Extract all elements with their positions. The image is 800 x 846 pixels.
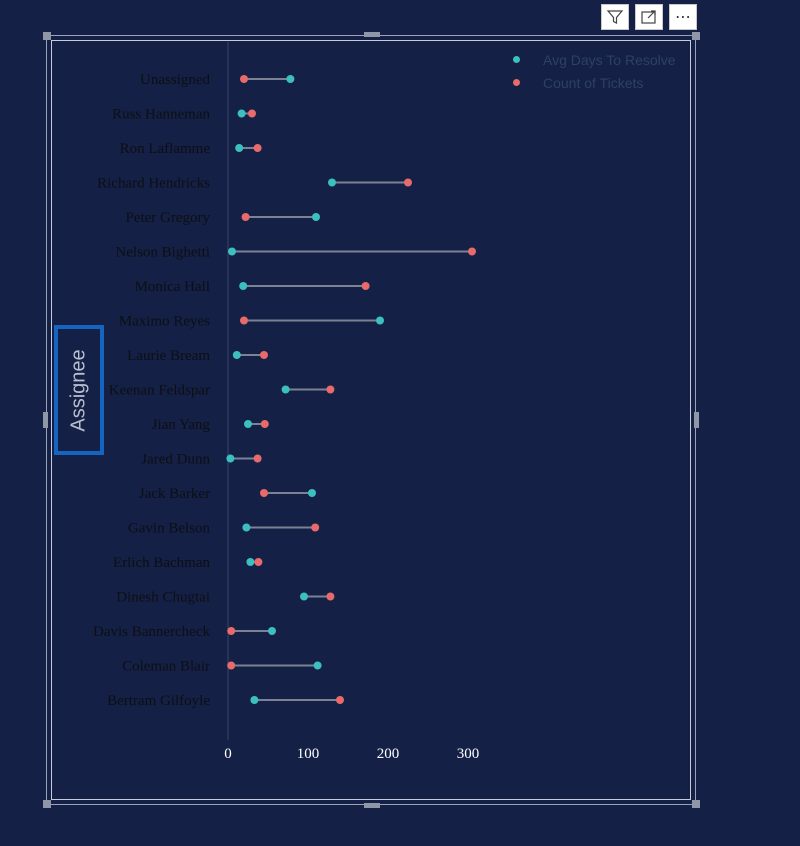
category-label-unassigned: Unassigned xyxy=(140,72,210,88)
more-options-icon: ⋯ xyxy=(675,7,691,26)
point-avg-days-ron-laflamme[interactable] xyxy=(235,144,244,152)
category-label-gavin-belson: Gavin Belson xyxy=(128,521,211,537)
point-count-tickets-jian-yang[interactable] xyxy=(260,420,269,428)
resize-handle-top-left[interactable] xyxy=(43,32,51,40)
point-count-tickets-nelson-bighetti[interactable] xyxy=(468,247,476,256)
category-label-monica-hall: Monica Hall xyxy=(135,279,210,295)
resize-handle-left[interactable] xyxy=(43,412,48,428)
point-avg-days-richard-hendricks[interactable] xyxy=(328,178,336,187)
resize-handle-bottom-right[interactable] xyxy=(692,800,700,808)
point-avg-days-keenan-feldspar[interactable] xyxy=(281,385,290,394)
point-avg-days-jared-dunn[interactable] xyxy=(226,454,235,463)
category-label-richard-hendricks: Richard Hendricks xyxy=(97,176,210,192)
category-label-jack-barker: Jack Barker xyxy=(139,486,210,502)
point-avg-days-jack-barker[interactable] xyxy=(308,489,316,497)
point-count-tickets-russ-hanneman[interactable] xyxy=(248,109,256,118)
category-label-peter-gregory: Peter Gregory xyxy=(125,210,210,226)
point-count-tickets-coleman-blair[interactable] xyxy=(227,661,236,670)
x-tick-labels: 0 100 200 300 xyxy=(224,746,479,762)
plot-area-border xyxy=(51,40,691,800)
category-label-nelson-bighetti: Nelson Bighetti xyxy=(115,245,210,261)
focus-mode-icon xyxy=(641,10,656,24)
x-tick-200: 200 xyxy=(377,746,400,762)
point-avg-days-dinesh-chugtai[interactable] xyxy=(300,592,308,601)
point-avg-days-peter-gregory[interactable] xyxy=(312,213,320,221)
legend-label-count-tickets: Count of Tickets xyxy=(543,74,644,91)
point-count-tickets-jared-dunn[interactable] xyxy=(253,454,262,463)
category-label-maximo-reyes: Maximo Reyes xyxy=(119,314,210,330)
point-avg-days-nelson-bighetti[interactable] xyxy=(228,247,236,256)
point-avg-days-erlich-bachman[interactable] xyxy=(246,558,255,566)
focus-mode-button[interactable] xyxy=(635,4,663,30)
legend-item-avg-days[interactable]: Avg Days To Resolve xyxy=(513,48,676,71)
point-avg-days-jian-yang[interactable] xyxy=(244,420,252,428)
data-points xyxy=(226,75,476,704)
filter-icon xyxy=(606,10,624,24)
x-tick-0: 0 xyxy=(224,746,232,762)
point-avg-days-davis-bannercheck[interactable] xyxy=(268,627,276,635)
category-label-jian-yang: Jian Yang xyxy=(152,417,211,433)
point-avg-days-monica-hall[interactable] xyxy=(239,282,248,290)
point-count-tickets-davis-bannercheck[interactable] xyxy=(227,627,236,635)
legend-marker-count-tickets xyxy=(513,79,520,86)
point-count-tickets-monica-hall[interactable] xyxy=(361,282,370,290)
resize-handle-top[interactable] xyxy=(364,32,380,37)
point-count-tickets-gavin-belson[interactable] xyxy=(311,523,320,532)
x-tick-100: 100 xyxy=(297,746,320,762)
y-axis-title: Assignee xyxy=(67,348,90,432)
point-count-tickets-peter-gregory[interactable] xyxy=(241,213,250,221)
resize-handle-bottom-left[interactable] xyxy=(43,800,51,808)
resize-handle-right[interactable] xyxy=(694,412,699,428)
point-count-tickets-richard-hendricks[interactable] xyxy=(404,178,412,187)
legend-item-count-tickets[interactable]: Count of Tickets xyxy=(513,71,676,94)
point-avg-days-bertram-gilfoyle[interactable] xyxy=(250,696,259,704)
category-labels: Unassigned Russ Hanneman Ron Laflamme Richa… xyxy=(93,72,211,709)
point-avg-days-coleman-blair[interactable] xyxy=(313,661,322,670)
visual-header-toolbar: ⋯ xyxy=(601,4,697,30)
category-label-russ-hanneman: Russ Hanneman xyxy=(112,107,210,123)
legend: Avg Days To Resolve Count of Tickets xyxy=(513,48,676,94)
point-count-tickets-bertram-gilfoyle[interactable] xyxy=(336,696,344,704)
filter-button[interactable] xyxy=(601,4,629,30)
category-label-coleman-blair: Coleman Blair xyxy=(122,659,210,675)
point-avg-days-russ-hanneman[interactable] xyxy=(237,109,246,118)
point-count-tickets-keenan-feldspar[interactable] xyxy=(326,385,335,394)
point-count-tickets-ron-laflamme[interactable] xyxy=(253,144,262,152)
point-count-tickets-unassigned[interactable] xyxy=(240,75,248,83)
point-avg-days-laurie-bream[interactable] xyxy=(232,351,241,359)
more-options-button[interactable]: ⋯ xyxy=(669,4,697,30)
point-avg-days-maximo-reyes[interactable] xyxy=(376,316,384,325)
point-count-tickets-maximo-reyes[interactable] xyxy=(240,316,248,325)
resize-handle-bottom[interactable] xyxy=(364,803,380,808)
resize-handle-top-right[interactable] xyxy=(692,32,700,40)
category-label-ron-laflamme: Ron Laflamme xyxy=(120,141,211,157)
point-avg-days-unassigned[interactable] xyxy=(286,75,295,83)
category-label-dinesh-chugtai: Dinesh Chugtai xyxy=(116,590,210,606)
category-label-laurie-bream: Laurie Bream xyxy=(127,348,210,364)
category-label-jared-dunn: Jared Dunn xyxy=(141,452,210,468)
category-label-keenan-feldspar: Keenan Feldspar xyxy=(109,383,210,399)
point-count-tickets-dinesh-chugtai[interactable] xyxy=(326,592,335,601)
legend-label-avg-days: Avg Days To Resolve xyxy=(543,51,676,68)
y-axis-title-highlight: Assignee xyxy=(54,325,104,455)
category-label-bertram-gilfoyle: Bertram Gilfoyle xyxy=(107,693,210,709)
connector-lines xyxy=(230,78,472,701)
point-avg-days-gavin-belson[interactable] xyxy=(242,523,251,532)
point-count-tickets-erlich-bachman[interactable] xyxy=(254,558,263,566)
category-label-davis-bannercheck: Davis Bannercheck xyxy=(93,624,211,640)
legend-marker-avg-days xyxy=(513,56,520,63)
point-count-tickets-laurie-bream[interactable] xyxy=(260,351,268,359)
category-label-erlich-bachman: Erlich Bachman xyxy=(113,555,211,571)
point-count-tickets-jack-barker[interactable] xyxy=(260,489,268,497)
x-tick-300: 300 xyxy=(457,746,480,762)
